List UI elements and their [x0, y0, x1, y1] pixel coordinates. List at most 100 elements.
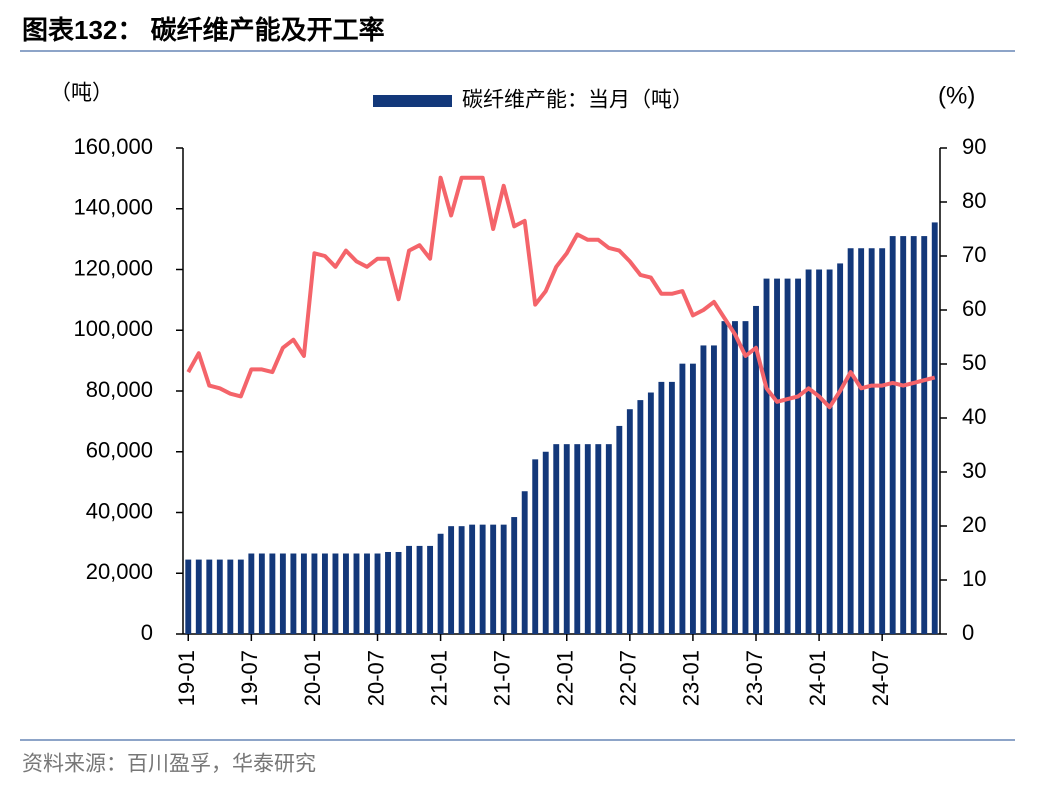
- bar: [931, 222, 938, 634]
- bar: [374, 553, 381, 634]
- bar: [237, 559, 244, 634]
- x-tick-label: 21-07: [489, 650, 514, 706]
- bar: [427, 545, 434, 634]
- bar: [637, 400, 644, 634]
- bar: [616, 425, 623, 634]
- bar: [742, 321, 749, 634]
- source: 资料来源：百川盈孚，华泰研究: [22, 753, 316, 776]
- bar: [332, 553, 339, 634]
- bar: [889, 236, 896, 634]
- x-tick-label: 22-01: [553, 650, 578, 706]
- y2-tick-label: 0: [962, 620, 974, 645]
- bar: [868, 248, 875, 635]
- y2-tick-label: 40: [962, 404, 986, 429]
- bar: [732, 321, 738, 634]
- y-tick-label: 0: [141, 620, 153, 645]
- x-tick-label: 20-07: [363, 650, 388, 706]
- bar: [837, 263, 844, 634]
- bar: [879, 248, 886, 635]
- bar: [700, 345, 707, 634]
- bar: [258, 553, 265, 634]
- y-tick-label: 100,000: [73, 316, 153, 341]
- bar: [816, 269, 823, 634]
- bar: [784, 278, 791, 634]
- y-tick-label: 60,000: [86, 438, 153, 463]
- x-tick-label: 23-01: [679, 650, 704, 706]
- bar: [185, 559, 192, 634]
- bar: [353, 553, 360, 634]
- bar: [595, 444, 602, 634]
- y-tick-label: 160,000: [73, 134, 153, 159]
- legend-label: 碳纤维产能：当月（吨）: [462, 89, 693, 112]
- bar: [795, 278, 802, 634]
- bar: [206, 559, 213, 634]
- bar: [805, 269, 812, 634]
- bar: [448, 526, 455, 634]
- x-tick-label: 19-01: [174, 650, 199, 706]
- bar: [532, 459, 539, 634]
- bar: [647, 392, 654, 634]
- bar: [763, 278, 770, 634]
- bar: [227, 559, 234, 634]
- bar: [826, 269, 833, 634]
- bar: [437, 533, 444, 634]
- bar: [269, 553, 276, 634]
- bar: [626, 409, 633, 634]
- x-tick-label: 24-01: [805, 650, 830, 706]
- y2-tick-label: 70: [962, 242, 986, 267]
- line: [186, 175, 936, 410]
- bar: [216, 559, 223, 634]
- bar: [774, 278, 780, 634]
- legend-swatch: [373, 95, 452, 107]
- bar: [910, 236, 917, 634]
- y-tick-label: 140,000: [73, 195, 153, 220]
- bar: [689, 363, 696, 634]
- bar: [343, 553, 349, 634]
- x-tick-label: 24-07: [868, 650, 893, 706]
- y2-axis-label: (%): [938, 82, 975, 109]
- y2-tick-label: 30: [962, 458, 986, 483]
- y2-tick-label: 20: [962, 512, 986, 537]
- bar: [679, 363, 686, 634]
- bar: [511, 517, 518, 634]
- y-tick-label: 80,000: [86, 377, 153, 402]
- x-tick-label: 23-07: [742, 650, 767, 706]
- y2-tick-label: 60: [962, 296, 986, 321]
- bar: [753, 305, 759, 634]
- bar: [721, 321, 728, 634]
- bar: [195, 559, 202, 634]
- bar: [553, 444, 560, 634]
- x-tick-label: 19-07: [237, 650, 262, 706]
- bar: [479, 524, 486, 634]
- bar: [563, 444, 570, 634]
- y-tick-label: 120,000: [73, 255, 153, 280]
- bar: [668, 381, 675, 634]
- bar: [921, 236, 928, 634]
- bar: [458, 526, 465, 634]
- x-tick-label: 21-01: [426, 650, 451, 706]
- bar: [395, 551, 402, 634]
- x-tick-label: 22-07: [616, 650, 641, 706]
- bar: [311, 553, 318, 634]
- bar: [584, 444, 591, 634]
- bar: [406, 545, 412, 634]
- bar: [521, 491, 528, 634]
- bar: [658, 381, 665, 634]
- y2-tick-label: 90: [962, 134, 986, 159]
- bar: [900, 236, 907, 634]
- bar: [385, 551, 391, 634]
- x-tick-label: 20-01: [300, 650, 325, 706]
- bar: [847, 248, 854, 635]
- bar: [248, 553, 255, 634]
- bar: [469, 524, 476, 634]
- bar: [416, 545, 423, 634]
- bar: [542, 451, 549, 634]
- bar: [490, 524, 497, 634]
- y-axis-label: （吨）: [50, 82, 113, 105]
- y-tick-label: 40,000: [86, 498, 153, 523]
- chart-title: 图表132： 碳纤维产能及开工率: [22, 15, 385, 45]
- bar: [858, 248, 865, 635]
- y2-tick-label: 80: [962, 188, 986, 213]
- bar: [364, 553, 370, 634]
